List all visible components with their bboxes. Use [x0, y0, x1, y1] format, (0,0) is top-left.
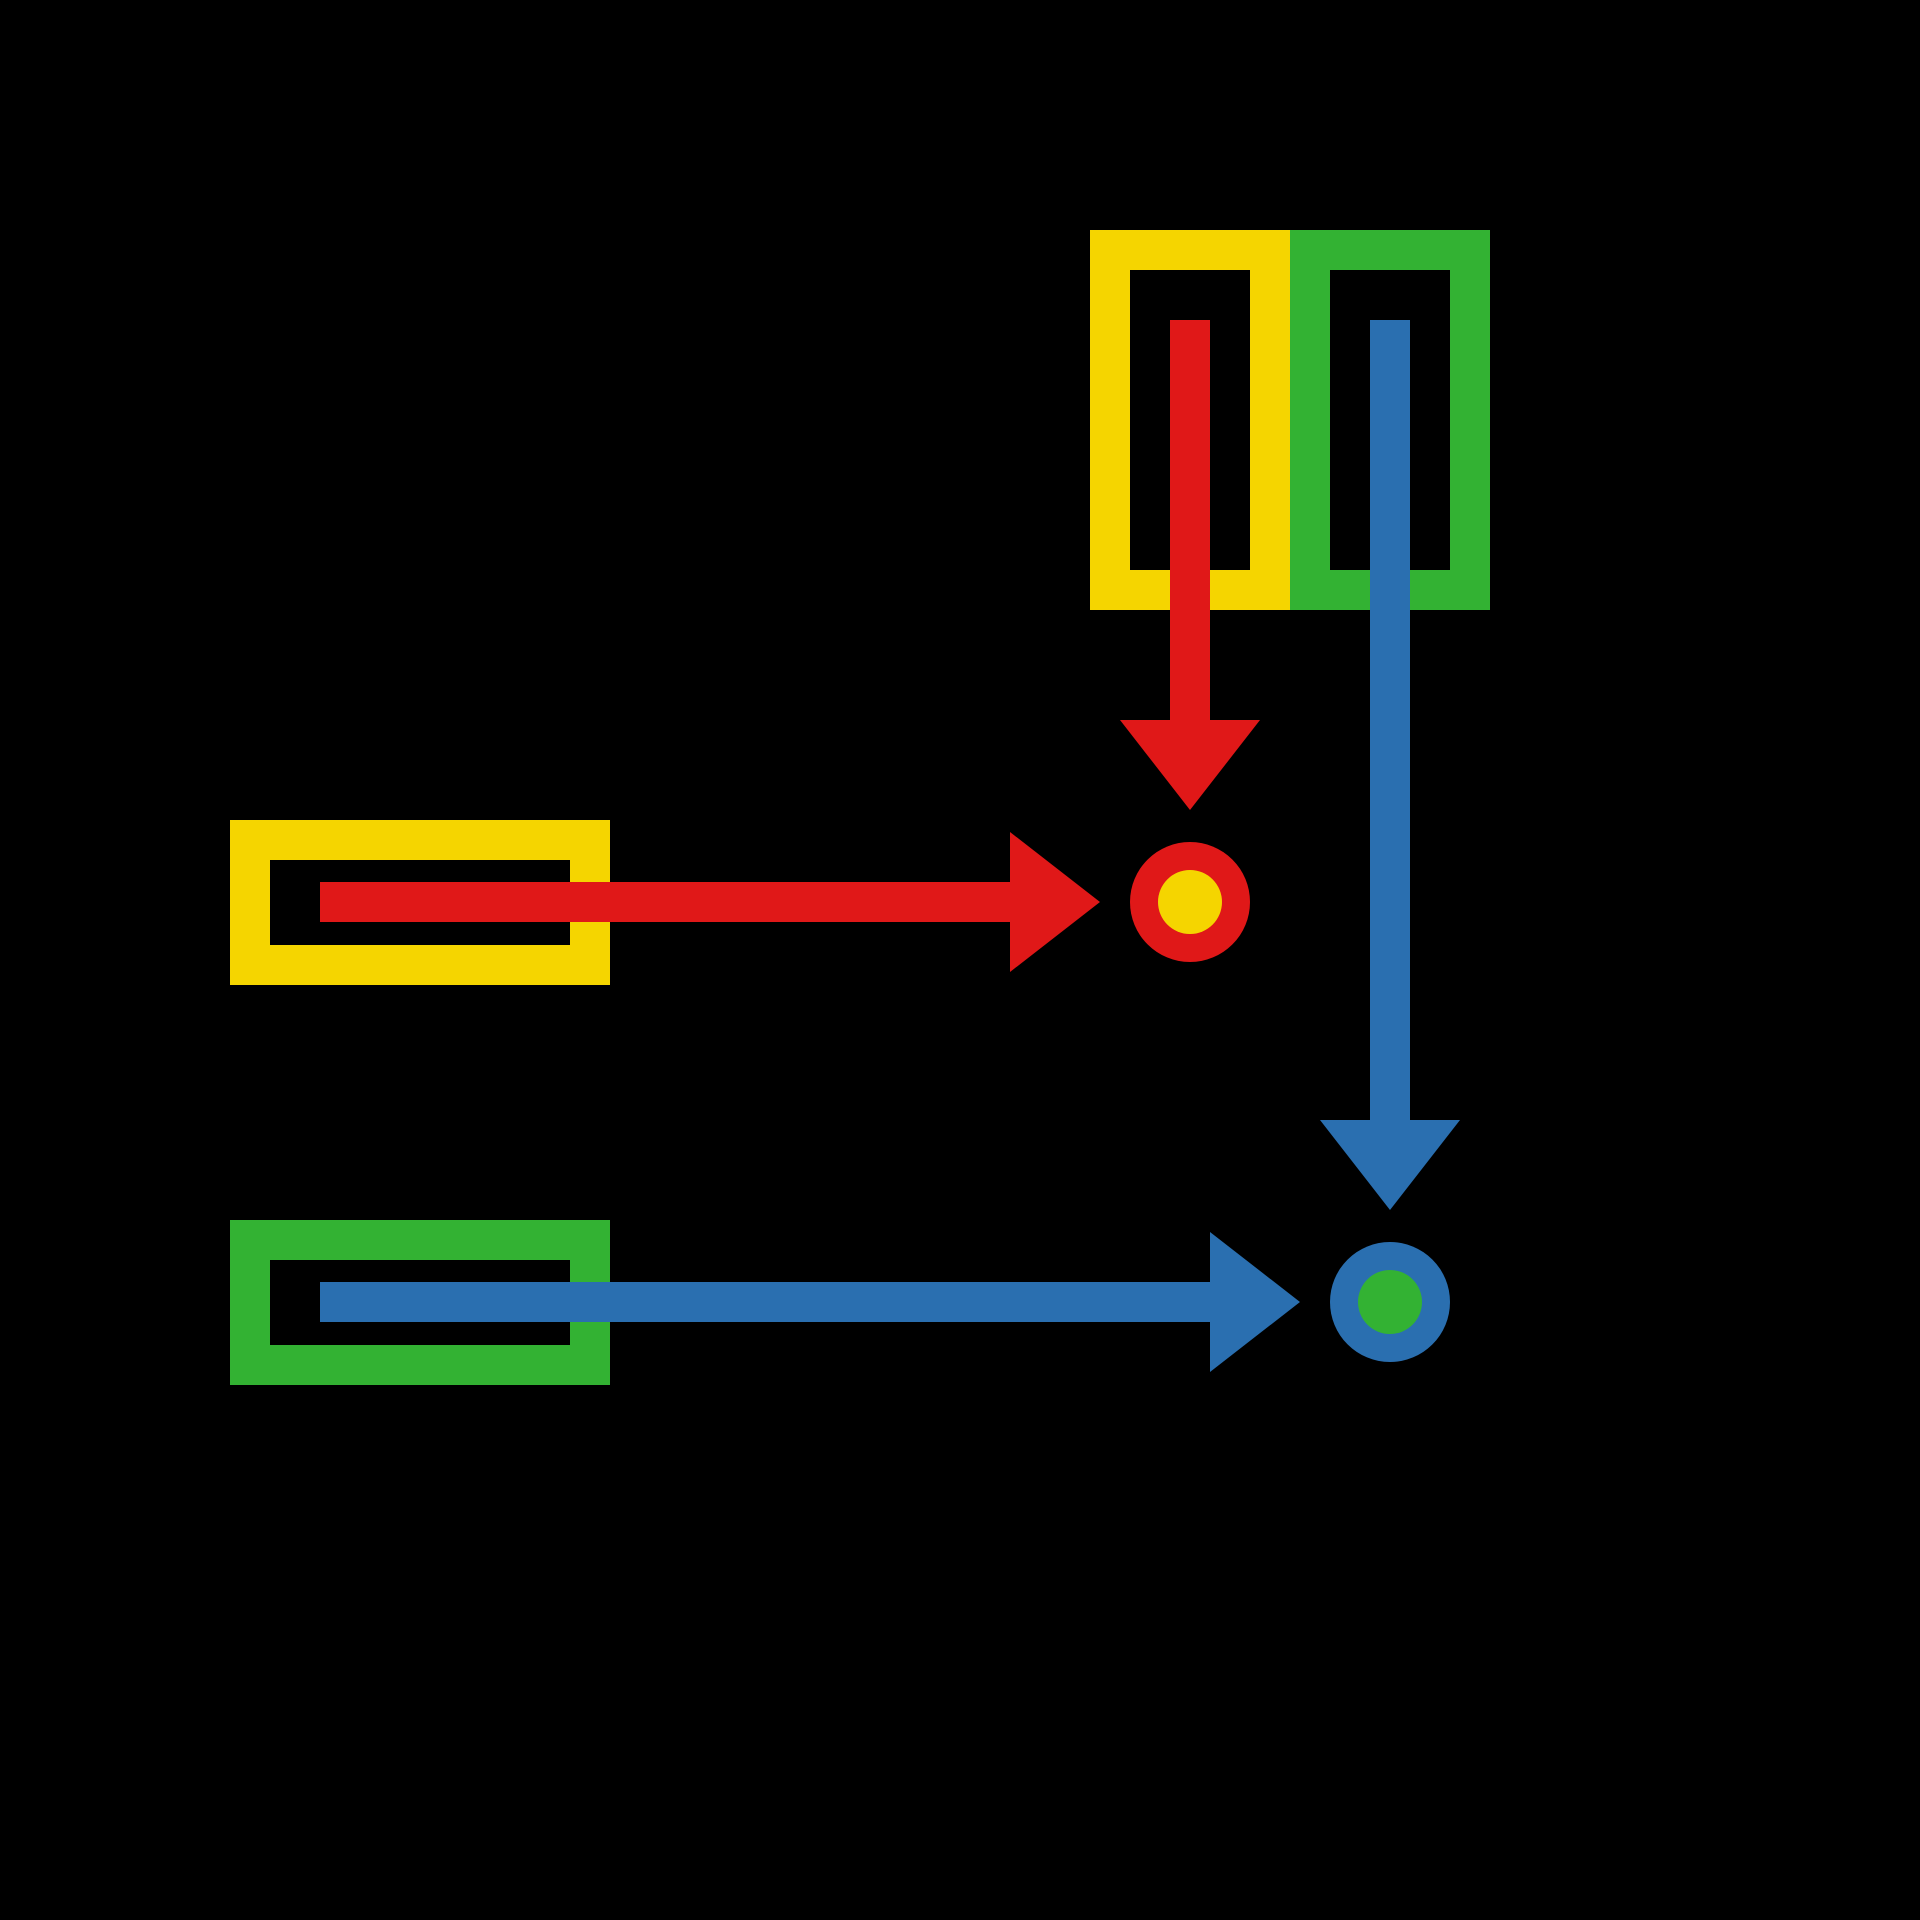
target_red	[1130, 842, 1250, 962]
arrow-red-vertical	[1120, 320, 1260, 810]
diagram-canvas	[0, 0, 1920, 1920]
target_blue	[1330, 1242, 1450, 1362]
arrow-blue-vertical	[1320, 320, 1460, 1210]
